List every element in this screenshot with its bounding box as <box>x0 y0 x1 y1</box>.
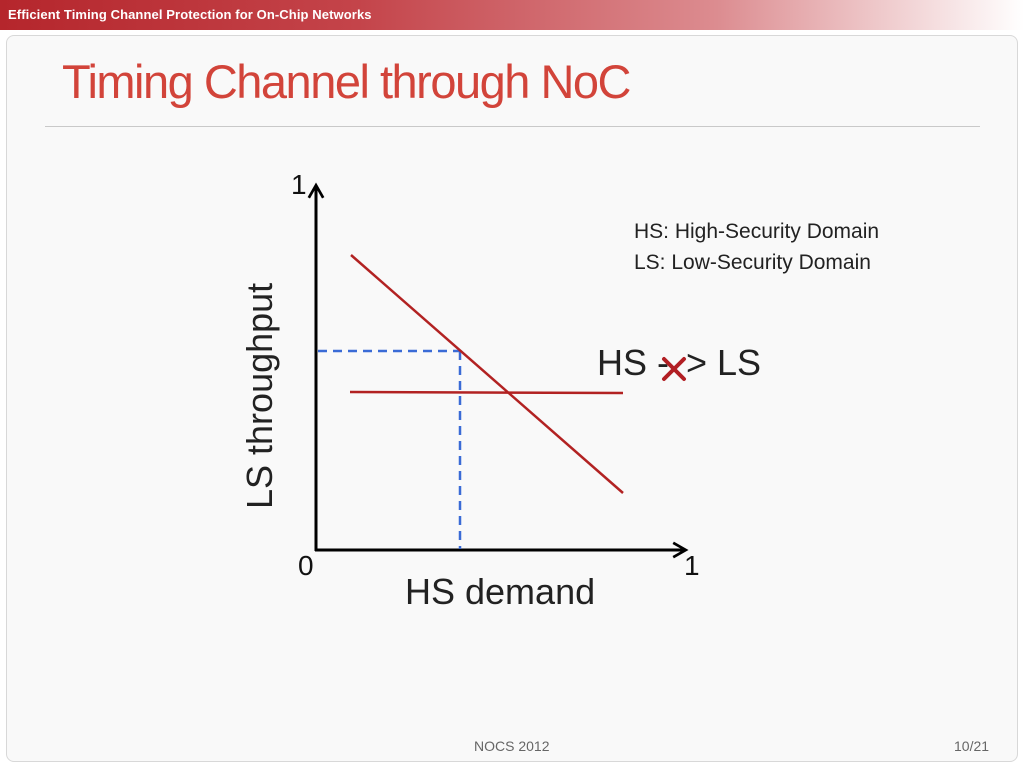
legend-ls: LS: Low-Security Domain <box>634 251 871 274</box>
slide-panel <box>6 35 1018 762</box>
legend-hs: HS: High-Security Domain <box>634 220 880 243</box>
y-axis-title: LS throughput <box>239 283 280 509</box>
decreasing-throughput-line <box>350 254 624 494</box>
relation-right: > LS <box>686 342 762 383</box>
page-number: 10/21 <box>954 738 990 754</box>
slide-title: Timing Channel through NoC <box>62 55 631 108</box>
relation-left: HS - <box>597 342 669 383</box>
footer-venue: NOCS 2012 <box>474 738 550 754</box>
origin-label: 0 <box>298 550 314 581</box>
legend: HS: High-Security Domain LS: Low-Securit… <box>634 216 879 278</box>
x-max-label: 1 <box>684 550 700 581</box>
y-max-label: 1 <box>291 169 307 200</box>
presentation-title: Efficient Timing Channel Protection for … <box>8 7 372 22</box>
header-bar: Efficient Timing Channel Protection for … <box>0 0 1024 30</box>
title-divider <box>45 126 980 127</box>
constant-throughput-line <box>349 390 624 395</box>
blocked-cross-icon <box>662 357 686 381</box>
x-axis-title: HS demand <box>405 571 595 612</box>
information-flow-statement: HS - > LS <box>597 342 761 384</box>
